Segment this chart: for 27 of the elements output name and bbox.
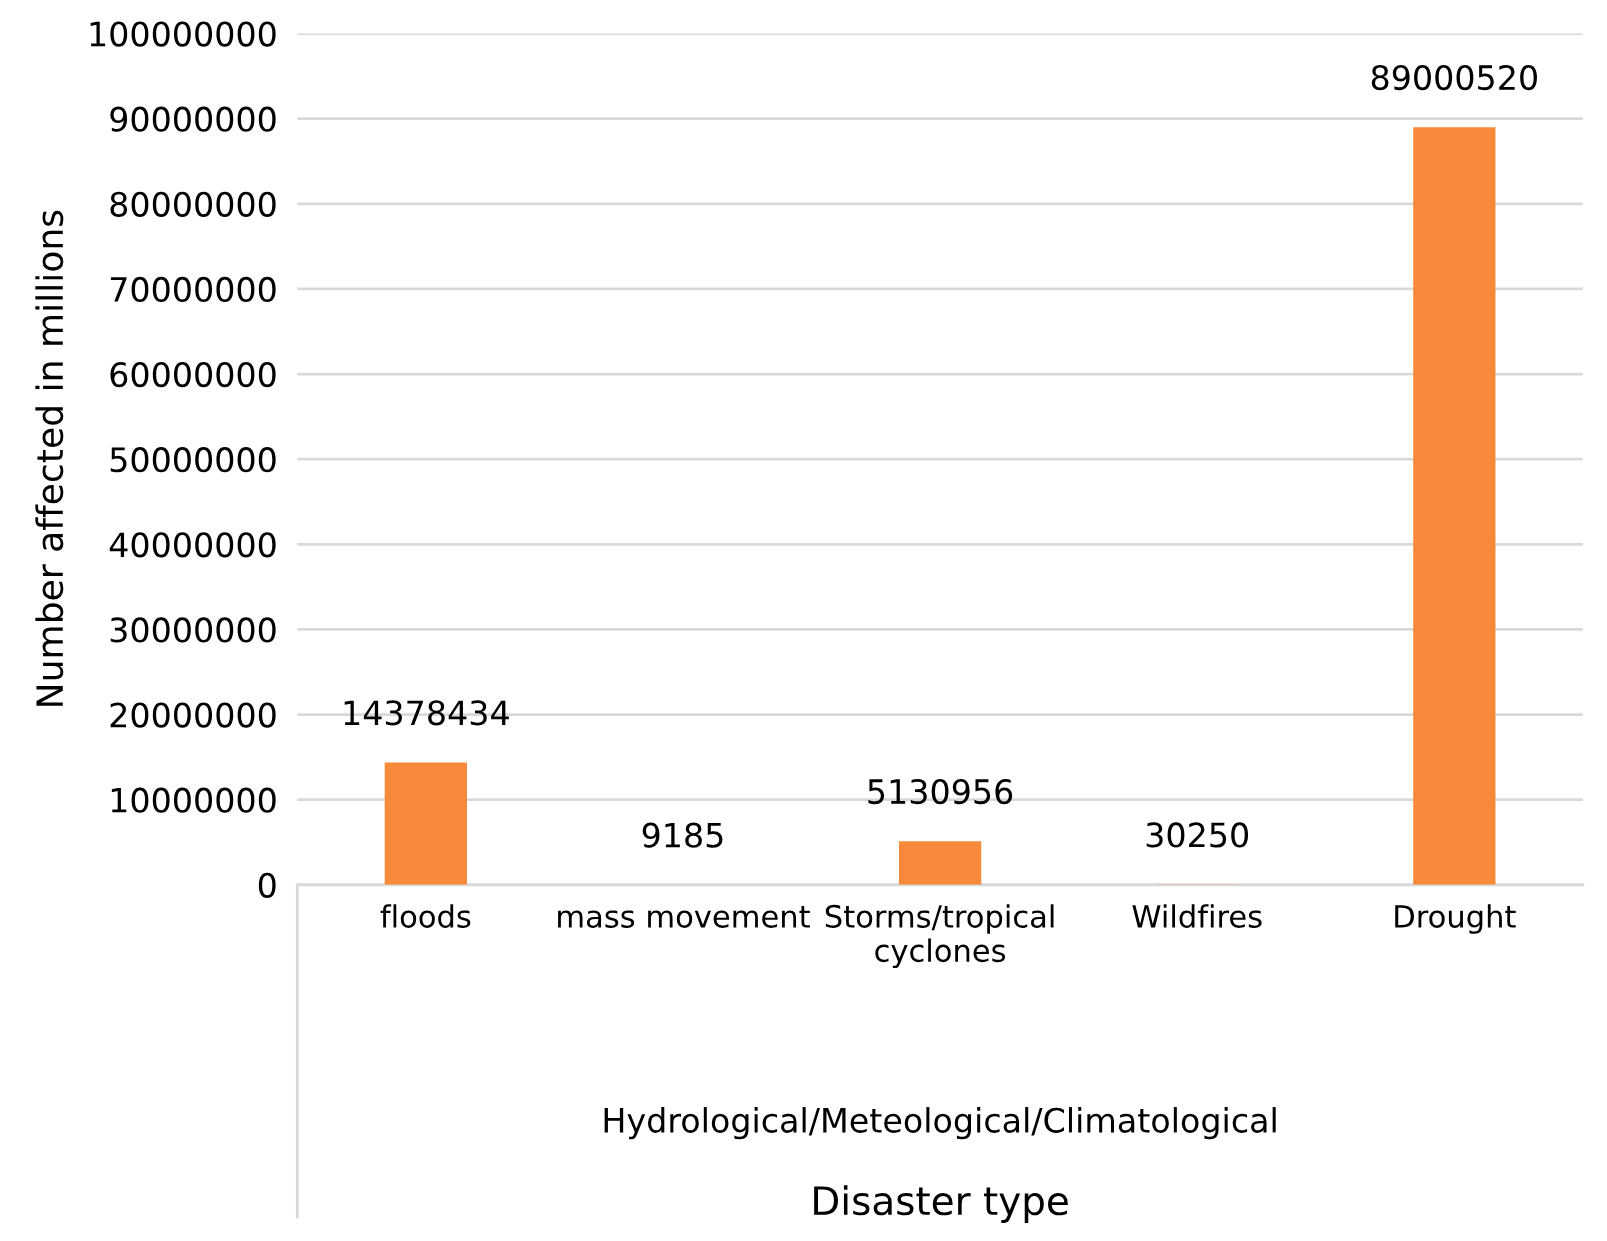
x-tick-label: mass movement <box>558 906 810 928</box>
y-tick-label: 20000000 <box>110 702 276 728</box>
x-tick-label: floods <box>380 904 471 928</box>
y-tick-label: 60000000 <box>110 361 276 388</box>
y-axis-title: Number affected in millions <box>35 210 64 706</box>
text: Disaster type <box>814 1185 1068 1223</box>
data-label: 14378434 <box>344 700 509 726</box>
y-tick-label: 70000000 <box>110 276 276 303</box>
x-tick-label: Wildfires <box>1132 904 1262 928</box>
data-label: 30250 <box>1146 822 1249 848</box>
bar <box>384 762 467 885</box>
y-tick-label: 40000000 <box>109 532 276 558</box>
bar <box>1413 127 1496 885</box>
y-tick-label: 80000000 <box>110 191 276 217</box>
x-tick-label: Drought <box>1395 904 1516 934</box>
text: Hydrological/Meteological/Climatological <box>604 1107 1276 1140</box>
data-label: 9185 <box>642 822 723 848</box>
y-tick-label: 10000000 <box>111 787 276 813</box>
y-tick-label: 0 <box>258 872 276 898</box>
y-tick-label: 50000000 <box>110 447 276 473</box>
bar <box>898 841 982 885</box>
data-label: 5130956 <box>868 778 1013 805</box>
y-tick-label: 90000000 <box>110 106 276 132</box>
data-label: 89000520 <box>1371 64 1537 91</box>
y-tick-label: 30000000 <box>110 617 276 643</box>
y-tick-label: 100000000 <box>90 21 276 47</box>
x-tick-label: Storms/tropical cyclones <box>825 904 1054 969</box>
